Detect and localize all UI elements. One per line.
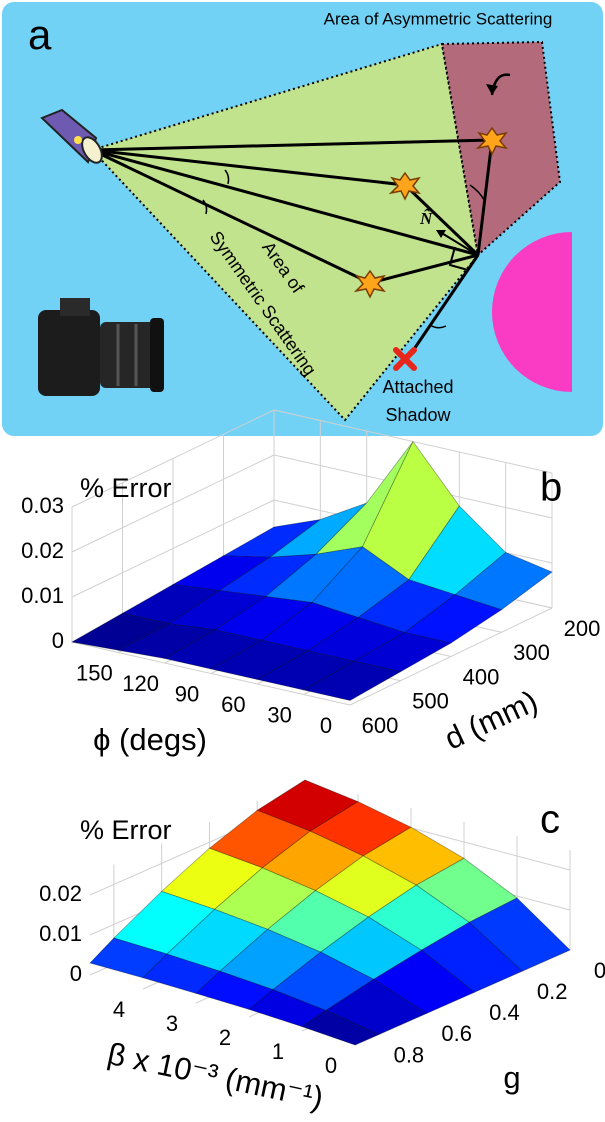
panel-a: a Area of Asymmetric Scattering Area of … (2, 2, 603, 436)
z-tick-label: 0.01 (39, 921, 82, 946)
x-tick-label: 0 (320, 713, 332, 738)
asymmetric-area (440, 40, 562, 257)
normal-label: N̂ (419, 209, 433, 228)
x-tick-label: 90 (175, 681, 199, 706)
z-tick-label: 0.02 (39, 881, 82, 906)
x-tick-label: 150 (76, 660, 113, 685)
panel-label: a (28, 11, 52, 58)
symmetric-area (90, 42, 480, 422)
x-tick-label: 120 (122, 671, 159, 696)
x-axis-label: ϕ (degs) (93, 722, 207, 757)
x-tick-label: 0 (325, 1053, 337, 1078)
surface-patch (302, 660, 402, 701)
y-tick-label: 400 (463, 664, 500, 689)
x-tick-label: 4 (113, 997, 125, 1022)
asymmetric-label: Area of Asymmetric Scattering (324, 9, 553, 28)
z-tick-label: 0 (70, 961, 82, 986)
x-tick-label: 1 (272, 1039, 284, 1064)
normal-arrow-head (436, 230, 446, 238)
surface-patch (248, 989, 327, 1028)
z-tick-label: 0 (52, 628, 64, 653)
surface-patch (195, 970, 274, 1010)
x-tick-label: 2 (219, 1025, 231, 1050)
camera (38, 298, 164, 396)
y-tick-label: 0.6 (441, 1021, 472, 1046)
y-axis-label: d (mm) (439, 683, 543, 756)
flashlight (40, 108, 103, 164)
y-tick-label: 200 (564, 616, 601, 641)
z-axis-label: % Error (80, 815, 172, 845)
shadow-label: Shadow (385, 405, 451, 425)
x-tick-label: 60 (221, 692, 245, 717)
scatter-points (353, 126, 508, 299)
y-tick-label: 0.8 (394, 1042, 425, 1067)
y-tick-label: 0 (594, 958, 605, 983)
y-tick-label: 600 (362, 713, 399, 738)
panel-label: c (540, 798, 560, 842)
z-tick-label: 0.01 (21, 583, 64, 608)
shadow-label: Attached (382, 377, 453, 397)
surface-patch (301, 1009, 380, 1046)
z-axis-label: % Error (80, 473, 172, 503)
y-grid-line (71, 641, 351, 706)
x-axis-label: β x 10⁻³ (mm⁻¹) (105, 1036, 327, 1116)
y-tick-label: 0.2 (537, 979, 568, 1004)
y-axis-label: g (503, 1060, 520, 1095)
y-tick-label: 500 (412, 689, 449, 714)
y-tick-label: 0.4 (489, 1000, 520, 1025)
z-tick-label: 0.03 (21, 493, 64, 518)
z-tick-label: 0.02 (21, 538, 64, 563)
shadow-cross (393, 347, 417, 371)
panel-label: b (540, 466, 562, 510)
arrow-head (486, 84, 498, 95)
x-tick-label: 3 (166, 1011, 178, 1036)
surface-chart: 0 0.01 0.02 0 1 2 3 4 0 0.2 0.4 0.6 0.8 % Error c β x 1… (39, 779, 605, 1116)
y-tick-label: 300 (513, 640, 550, 665)
rays (91, 73, 511, 359)
x-tick-label: 30 (267, 702, 291, 727)
surface-chart: 0 0.01 0.02 0.03 0 30 60 90 120 150 200 300 400 500 60… (21, 409, 601, 757)
object (492, 232, 572, 392)
